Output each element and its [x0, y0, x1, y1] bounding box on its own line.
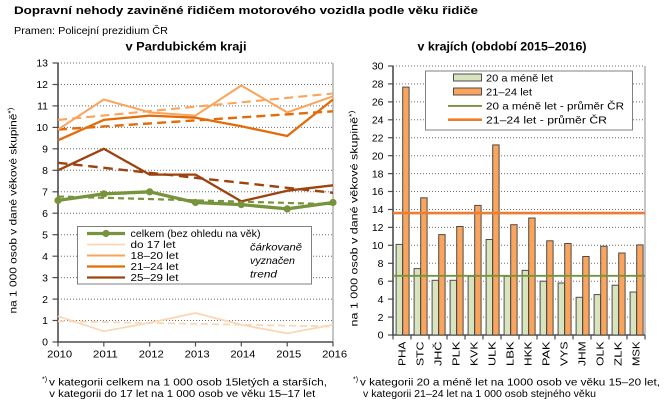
svg-text:6: 6	[378, 276, 384, 288]
svg-text:18–20 let: 18–20 let	[131, 251, 179, 262]
svg-text:ULK: ULK	[488, 341, 499, 366]
svg-text:v Pardubickém kraji: v Pardubickém kraji	[126, 40, 247, 54]
svg-text:LBK: LBK	[506, 341, 517, 366]
svg-text:0: 0	[378, 330, 384, 342]
svg-text:13: 13	[36, 58, 48, 70]
svg-text:VYS: VYS	[560, 341, 571, 366]
svg-text:OLK: OLK	[596, 341, 607, 366]
svg-text:2: 2	[42, 294, 48, 306]
svg-text:2: 2	[378, 312, 384, 324]
svg-text:21–24 let: 21–24 let	[131, 262, 179, 273]
svg-text:28: 28	[372, 79, 384, 91]
svg-text:PAK: PAK	[542, 341, 553, 366]
svg-text:16: 16	[372, 186, 384, 198]
svg-text:6: 6	[42, 208, 48, 220]
svg-text:2010: 2010	[47, 349, 72, 361]
svg-text:HKK: HKK	[524, 341, 535, 366]
svg-text:vyznačen: vyznačen	[250, 256, 295, 267]
svg-text:25–29 let: 25–29 let	[131, 273, 179, 284]
svg-text:10: 10	[372, 240, 384, 252]
svg-text:celkem (bez ohledu na věk): celkem (bez ohledu na věk)	[131, 229, 261, 240]
svg-text:1: 1	[42, 315, 48, 327]
svg-text:*): *)	[42, 377, 47, 384]
svg-text:čárkovaně: čárkovaně	[250, 243, 302, 254]
svg-text:STC: STC	[416, 341, 427, 366]
svg-text:na 1 000 osob v dané věkové sk: na 1 000 osob v dané věkové skupině*)	[8, 107, 20, 313]
svg-text:MSK: MSK	[632, 341, 643, 366]
svg-text:30: 30	[372, 61, 384, 73]
svg-text:v kategorii celkem na 1 000 os: v kategorii celkem na 1 000 osob 15letýc…	[49, 378, 327, 389]
svg-text:2012: 2012	[139, 349, 164, 361]
svg-text:8: 8	[42, 165, 48, 177]
svg-text:JHM: JHM	[578, 342, 589, 367]
svg-text:12: 12	[372, 222, 384, 234]
svg-text:18: 18	[372, 168, 384, 180]
svg-text:2016: 2016	[322, 349, 347, 361]
svg-text:v kategorii do 17 let na 1 000: v kategorii do 17 let na 1 000 osob ve v…	[49, 389, 315, 400]
svg-text:20: 20	[372, 150, 384, 162]
svg-text:KVK: KVK	[470, 341, 481, 366]
svg-text:2011: 2011	[93, 349, 118, 361]
svg-text:*): *)	[353, 377, 358, 384]
svg-text:PLK: PLK	[452, 341, 463, 366]
svg-text:v kategorii 21–24 let na 1 000: v kategorii 21–24 let na 1 000 osob stej…	[363, 389, 596, 400]
svg-text:na 1 000 osob v dané věkové sk: na 1 000 osob v dané věkové skupině*)	[349, 111, 361, 327]
svg-text:21–24 let: 21–24 let	[486, 88, 532, 99]
svg-text:24: 24	[372, 115, 384, 127]
svg-text:4: 4	[378, 294, 384, 306]
svg-text:20 a méně let - průměr ČR: 20 a méně let - průměr ČR	[486, 100, 624, 113]
svg-text:12: 12	[36, 79, 48, 91]
svg-text:0: 0	[42, 337, 48, 349]
svg-text:PHA: PHA	[398, 341, 409, 366]
svg-text:Dopravní nehody zaviněné řidič: Dopravní nehody zaviněné řidičem motorov…	[14, 5, 478, 17]
svg-text:do 17 let: do 17 let	[131, 240, 176, 251]
svg-text:2013: 2013	[185, 349, 210, 361]
svg-text:2014: 2014	[230, 349, 255, 361]
svg-text:trend: trend	[250, 270, 277, 281]
svg-text:21–24 let - průměr ČR: 21–24 let - průměr ČR	[486, 114, 607, 127]
svg-text:ZLK: ZLK	[614, 341, 625, 366]
svg-text:20 a méně let: 20 a méně let	[486, 74, 553, 85]
svg-text:22: 22	[372, 132, 384, 144]
svg-text:Pramen: Policejní prezidium ČR: Pramen: Policejní prezidium ČR	[14, 24, 168, 37]
svg-text:3: 3	[42, 272, 48, 284]
svg-text:26: 26	[372, 97, 384, 109]
svg-text:11: 11	[37, 101, 48, 113]
svg-text:v kategorii 20 a méně let na 1: v kategorii 20 a méně let na 1000 osob v…	[360, 378, 660, 389]
svg-text:14: 14	[372, 204, 384, 216]
svg-text:10: 10	[36, 122, 48, 134]
svg-text:4: 4	[42, 251, 48, 263]
svg-text:2015: 2015	[276, 349, 301, 361]
svg-text:5: 5	[42, 229, 48, 241]
svg-text:JHČ: JHČ	[432, 341, 445, 366]
svg-text:8: 8	[378, 258, 384, 270]
svg-text:9: 9	[42, 144, 48, 156]
svg-text:7: 7	[42, 187, 48, 199]
svg-text:v krajích (období 2015–2016): v krajích (období 2015–2016)	[418, 40, 587, 54]
